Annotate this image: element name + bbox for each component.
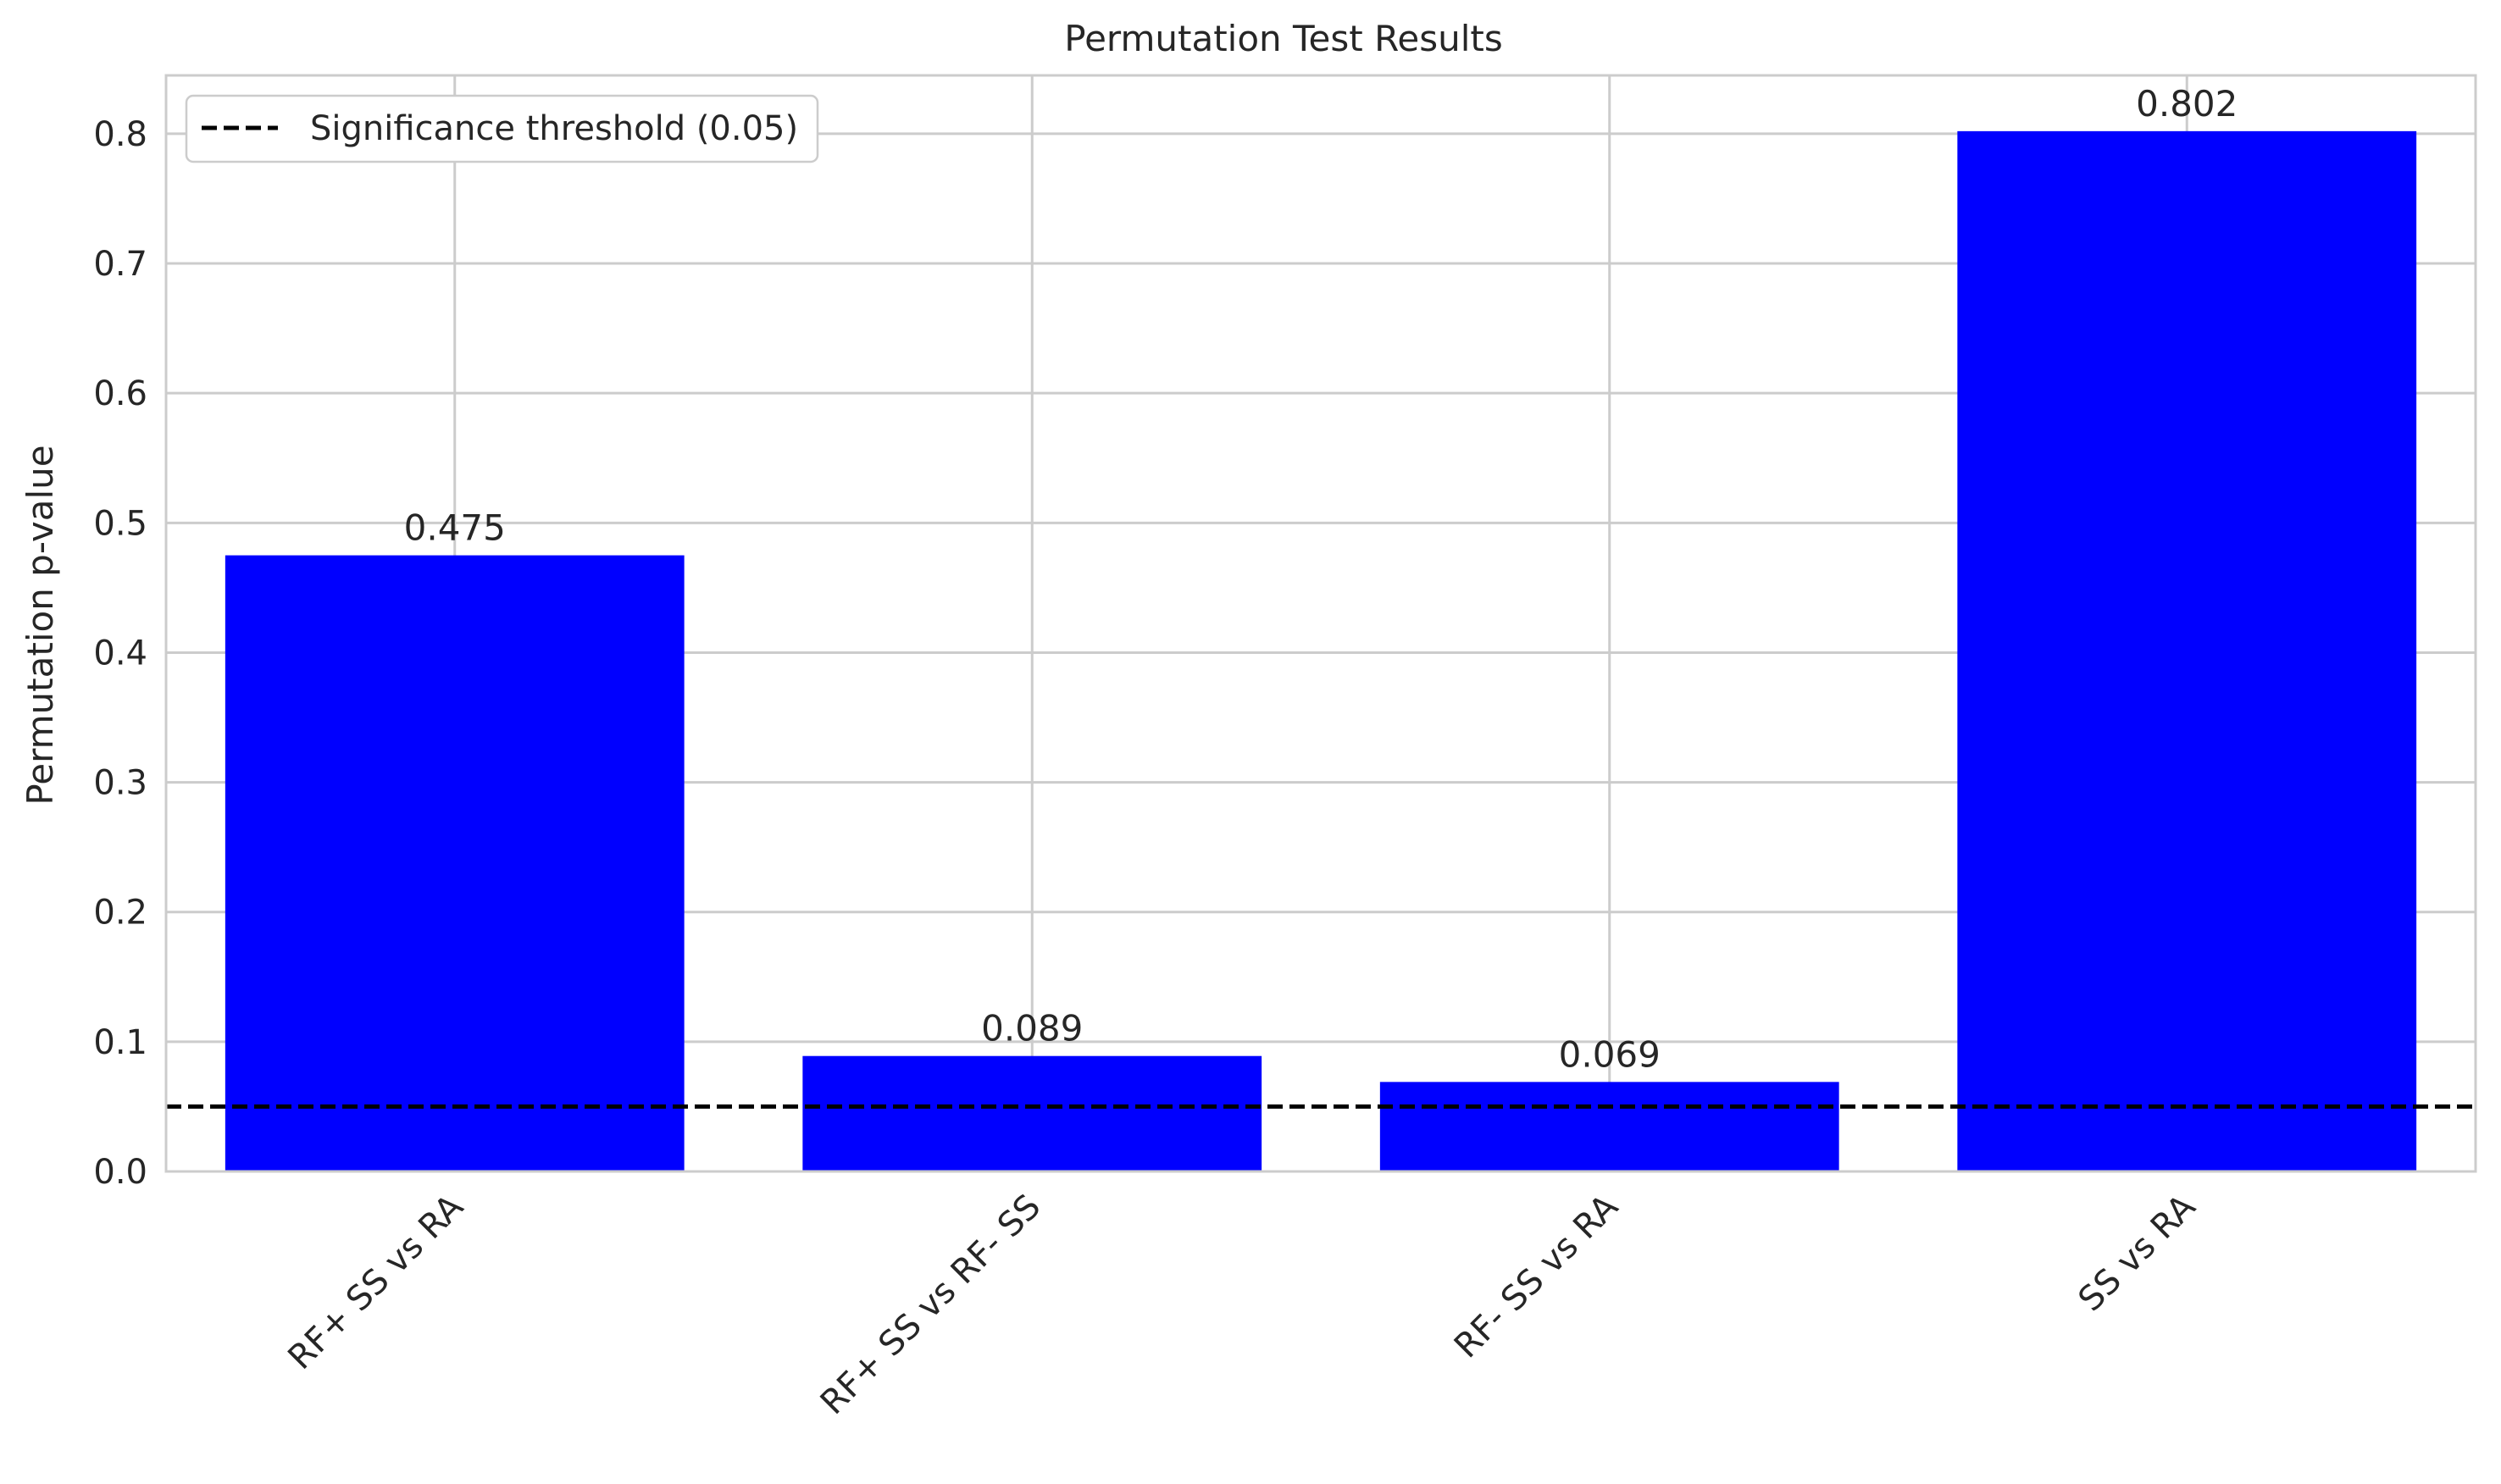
legend: Significance threshold (0.05) [185,94,819,163]
x-tick-label: RF- SS vs RA [1447,1187,1626,1365]
x-tick-label: SS vs RA [2071,1187,2204,1319]
bar-value-label: 0.475 [404,507,506,549]
legend-threshold-label: Significance threshold (0.05) [310,109,798,148]
chart-title: Permutation Test Results [1064,18,1502,59]
bars [225,130,2417,1172]
x-tick-labels: RF+ SS vs RA RF+ SS vs RF- SS RF- SS vs RA… [280,1187,2203,1422]
y-axis-label: Permutation p-value [19,445,61,805]
y-tick-label: 0.2 [93,894,147,933]
y-tick-label: 0.5 [93,504,147,543]
y-tick-label: 0.3 [93,764,147,803]
bar-value-label: 0.089 [981,1008,1083,1049]
y-tick-label: 0.8 [93,115,147,154]
bar [1957,130,2417,1172]
y-tick-label: 0.4 [93,634,147,673]
legend-box [185,94,819,163]
bar [1379,1082,1839,1171]
y-tick-label: 0.6 [93,374,147,413]
bar-value-label: 0.069 [1559,1033,1661,1075]
y-tick-labels: 0.0 0.1 0.2 0.3 0.4 0.5 0.6 0.7 0.8 [93,115,147,1192]
y-tick-label: 0.7 [93,245,147,284]
value-labels: 0.475 0.089 0.069 0.802 [404,83,2238,1075]
x-tick-label: RF+ SS vs RA [280,1187,471,1377]
bar [225,555,685,1171]
y-tick-label: 0.1 [93,1023,147,1062]
plot-frame [164,74,2477,1173]
x-tick-label: RF+ SS vs RF- SS [813,1188,1049,1423]
bar-value-label: 0.802 [2136,83,2238,125]
y-tick-label: 0.0 [93,1153,147,1192]
bar [802,1055,1262,1171]
